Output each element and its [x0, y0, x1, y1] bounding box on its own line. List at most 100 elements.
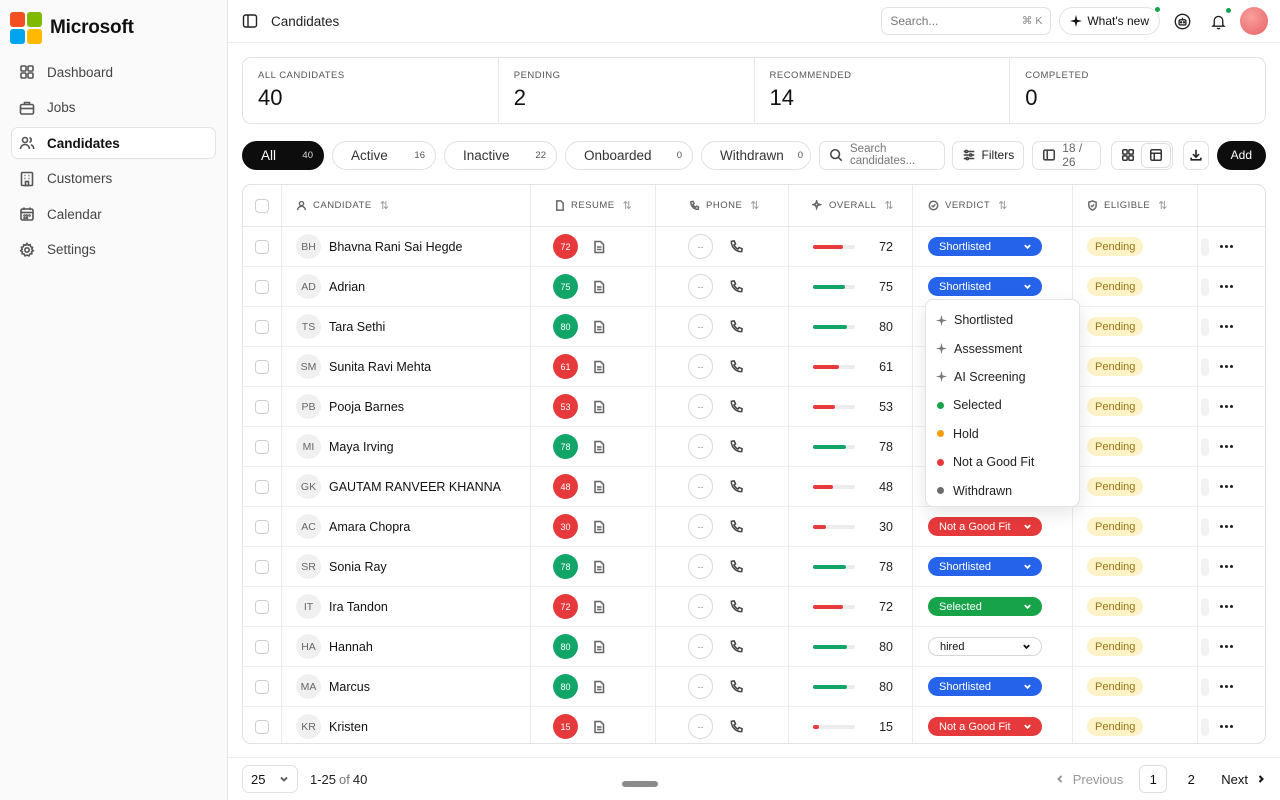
candidate-name[interactable]: Marcus [329, 679, 370, 694]
candidate-name[interactable]: Adrian [329, 279, 366, 294]
candidate-name[interactable]: Sonia Ray [329, 559, 387, 574]
column-header-candidate[interactable]: CANDIDATE ⇅ [282, 185, 531, 226]
column-header-phone[interactable]: PHONE ⇅ [656, 185, 789, 226]
row-actions-menu-icon[interactable] [1220, 605, 1236, 608]
row-actions-menu-icon[interactable] [1220, 325, 1236, 328]
table-row[interactable]: SM Sunita Ravi Mehta 61 -- 61 Pending [243, 347, 1265, 387]
sidebar-item-settings[interactable]: Settings [11, 234, 216, 266]
phone-icon[interactable] [729, 639, 744, 654]
row-actions-menu-icon[interactable] [1220, 285, 1236, 288]
filters-button[interactable]: Filters [951, 140, 1025, 170]
resume-document-icon[interactable] [592, 480, 606, 494]
resume-document-icon[interactable] [592, 240, 606, 254]
column-header-verdict[interactable]: VERDICT ⇅ [913, 185, 1073, 226]
sidebar-item-jobs[interactable]: Jobs [11, 92, 216, 124]
candidate-name[interactable]: GAUTAM RANVEER KHANNA [329, 479, 502, 494]
verdict-option-withdrawn[interactable]: Withdrawn [926, 476, 1079, 504]
row-actions-menu-icon[interactable] [1220, 245, 1236, 248]
tab-active[interactable]: Active 16 [332, 140, 436, 170]
resume-document-icon[interactable] [592, 720, 606, 734]
sidebar-toggle-icon[interactable] [242, 13, 258, 29]
table-row[interactable]: AD Adrian 75 -- 75 Shortlisted Pending [243, 267, 1265, 307]
resume-document-icon[interactable] [592, 560, 606, 574]
add-candidate-button[interactable]: Add [1216, 140, 1266, 170]
candidate-name[interactable]: Bhavna Rani Sai Hegde [329, 239, 463, 254]
verdict-select[interactable]: hired [928, 637, 1042, 656]
row-checkbox[interactable] [255, 639, 269, 654]
drag-handle[interactable] [622, 781, 658, 787]
phone-icon[interactable] [729, 679, 744, 694]
column-header-overall[interactable]: OVERALL ⇅ [789, 185, 913, 226]
sidebar-item-candidates[interactable]: Candidates [11, 127, 216, 159]
select-all-checkbox[interactable] [255, 198, 269, 213]
tab-all[interactable]: All 40 [242, 140, 324, 170]
candidate-name[interactable]: Hannah [329, 639, 373, 654]
table-row[interactable]: GK GAUTAM RANVEER KHANNA 48 -- 48 Pending [243, 467, 1265, 507]
table-row[interactable]: TS Tara Sethi 80 -- 80 Pending [243, 307, 1265, 347]
row-checkbox[interactable] [255, 239, 269, 254]
page-size-select[interactable]: 25 [242, 765, 298, 793]
candidate-name[interactable]: Maya Irving [329, 439, 394, 454]
candidate-name[interactable]: Amara Chopra [329, 519, 411, 534]
row-checkbox[interactable] [255, 719, 269, 734]
resume-document-icon[interactable] [592, 520, 606, 534]
tab-inactive[interactable]: Inactive 22 [444, 140, 557, 170]
candidate-name[interactable]: Kristen [329, 719, 368, 734]
sidebar-item-calendar[interactable]: Calendar [11, 198, 216, 230]
page-button-2[interactable]: 2 [1187, 771, 1195, 787]
row-actions-menu-icon[interactable] [1220, 485, 1236, 488]
resume-document-icon[interactable] [592, 440, 606, 454]
row-checkbox[interactable] [255, 599, 269, 614]
notifications-button[interactable] [1204, 7, 1232, 35]
verdict-option-selected[interactable]: Selected [926, 391, 1079, 419]
assistant-bot-button[interactable] [1168, 7, 1196, 35]
tab-onboarded[interactable]: Onboarded 0 [565, 140, 693, 170]
verdict-option-hold[interactable]: Hold [926, 420, 1079, 448]
table-row[interactable]: IT Ira Tandon 72 -- 72 Selected Pending [243, 587, 1265, 627]
candidate-name[interactable]: Ira Tandon [329, 599, 388, 614]
row-actions-menu-icon[interactable] [1220, 445, 1236, 448]
resume-document-icon[interactable] [592, 600, 606, 614]
table-row[interactable]: KR Kristen 15 -- 15 Not a Good Fit Pending [243, 707, 1265, 743]
phone-icon[interactable] [729, 559, 744, 574]
verdict-option-ai-screening[interactable]: AI Screening [926, 363, 1079, 391]
row-checkbox[interactable] [255, 399, 269, 414]
verdict-option-assessment[interactable]: Assessment [926, 334, 1079, 362]
resume-document-icon[interactable] [592, 680, 606, 694]
verdict-option-shortlisted[interactable]: Shortlisted [926, 306, 1079, 334]
column-header-resume[interactable]: RESUME ⇅ [531, 185, 656, 226]
phone-icon[interactable] [729, 399, 744, 414]
resume-document-icon[interactable] [592, 280, 606, 294]
table-row[interactable]: MI Maya Irving 78 -- 78 Pending [243, 427, 1265, 467]
phone-icon[interactable] [729, 599, 744, 614]
column-header-eligible[interactable]: ELIGIBLE ⇅ [1073, 185, 1198, 226]
row-checkbox[interactable] [255, 439, 269, 454]
verdict-select[interactable]: Not a Good Fit [928, 717, 1042, 736]
verdict-select[interactable]: Shortlisted [928, 237, 1042, 256]
table-view-button[interactable] [1142, 143, 1171, 167]
row-actions-menu-icon[interactable] [1220, 365, 1236, 368]
row-actions-menu-icon[interactable] [1220, 645, 1236, 648]
previous-page-button[interactable]: Previous [1055, 772, 1123, 787]
phone-icon[interactable] [729, 239, 744, 254]
next-page-button[interactable]: Next [1221, 772, 1266, 787]
sidebar-item-customers[interactable]: Customers [11, 163, 216, 195]
row-checkbox[interactable] [255, 319, 269, 334]
row-checkbox[interactable] [255, 519, 269, 534]
row-actions-menu-icon[interactable] [1220, 685, 1236, 688]
resume-document-icon[interactable] [592, 640, 606, 654]
grid-view-button[interactable] [1114, 144, 1142, 167]
phone-icon[interactable] [729, 719, 744, 734]
row-actions-menu-icon[interactable] [1220, 725, 1236, 728]
verdict-option-not-a-good-fit[interactable]: Not a Good Fit [926, 448, 1079, 476]
table-row[interactable]: MA Marcus 80 -- 80 Shortlisted Pending [243, 667, 1265, 707]
user-avatar[interactable] [1240, 7, 1268, 35]
row-actions-menu-icon[interactable] [1220, 525, 1236, 528]
table-row[interactable]: SR Sonia Ray 78 -- 78 Shortlisted Pending [243, 547, 1265, 587]
tab-withdrawn[interactable]: Withdrawn 0 [701, 140, 811, 170]
verdict-select[interactable]: Shortlisted [928, 677, 1042, 696]
page-button-1[interactable]: 1 [1139, 765, 1168, 793]
download-button[interactable] [1183, 140, 1209, 170]
verdict-select[interactable]: Shortlisted [928, 557, 1042, 576]
row-checkbox[interactable] [255, 279, 269, 294]
